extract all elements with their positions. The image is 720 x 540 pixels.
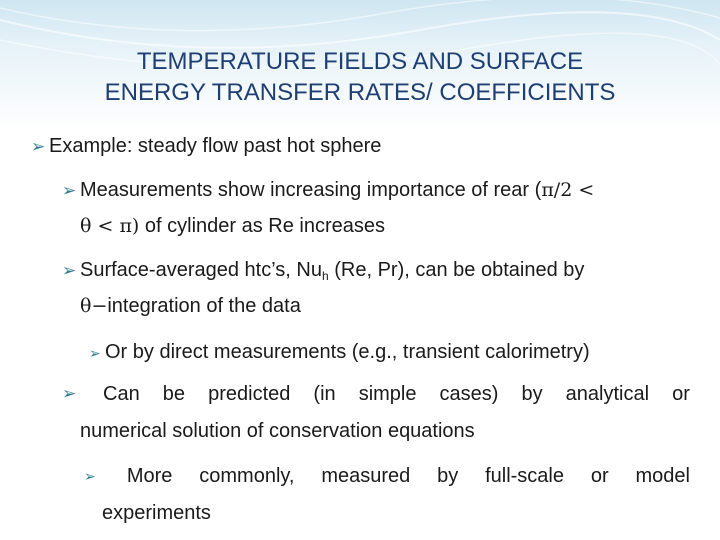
arrow-bullet-icon: ➢: [84, 468, 96, 484]
bullet-text: (Re, Pr), can be obtained by: [328, 259, 585, 281]
bullet-text: of cylinder as Re increases: [139, 215, 386, 237]
word: cases): [439, 383, 499, 405]
word: or: [672, 383, 690, 405]
bullet-text: experiments: [102, 502, 211, 524]
bullet-text: Example: steady flow past hot sphere: [49, 135, 382, 157]
bullet-example: ➢ Example: steady flow past hot sphere: [31, 128, 381, 165]
word: predicted: [208, 383, 291, 405]
justified-line: ➢ More commonly, measured by full-scale …: [84, 458, 690, 494]
word: model: [635, 465, 690, 487]
bullet-predicted: ➢ Can be predicted (in simple cases) by …: [62, 376, 690, 412]
bullet-measurements: ➢ Measurements show increasing importance…: [62, 172, 594, 209]
word: More: [126, 465, 173, 487]
bullet-text: Measurements show increasing importance …: [80, 179, 542, 201]
word: be: [162, 383, 186, 405]
word: by: [521, 383, 543, 405]
header-background: [0, 0, 720, 130]
word: analytical: [565, 383, 650, 405]
bullet-more-commonly-cont: experiments: [102, 495, 211, 531]
bullet-surface-averaged: ➢ Surface-averaged htc’s, Nuh (Re, Pr), c…: [62, 252, 584, 294]
bullet-text: Or by direct measurements (e.g., transie…: [105, 341, 590, 363]
math-expression: π/2 <: [541, 179, 595, 201]
bullet-predicted-cont: numerical solution of conservation equat…: [80, 413, 475, 449]
title-line-1: TEMPERATURE FIELDS AND SURFACE: [136, 48, 584, 75]
math-expression: θ < π): [80, 215, 140, 237]
bullet-measurements-cont: θ < π) of cylinder as Re increases: [80, 208, 385, 244]
bullet-text: integration of the data: [107, 295, 301, 317]
word: (in: [313, 383, 336, 405]
word: or: [590, 465, 609, 487]
word: by: [437, 465, 459, 487]
word: simple: [358, 383, 417, 405]
subscript: h: [321, 269, 329, 283]
slide-title: TEMPERATURE FIELDS AND SURFACE ENERGY TR…: [0, 46, 720, 108]
bullet-text: numerical solution of conservation equat…: [80, 420, 475, 442]
word: commonly,: [199, 465, 295, 487]
word: Can: [103, 383, 140, 405]
word: full-scale: [485, 465, 564, 487]
justified-line: ➢ Can be predicted (in simple cases) by …: [62, 376, 690, 412]
word: measured: [321, 465, 411, 487]
bullet-direct-measurements: ➢ Or by direct measurements (e.g., transi…: [89, 334, 590, 371]
header-swoosh: [0, 0, 720, 69]
bullet-text: Surface-averaged htc’s, Nu: [80, 259, 322, 281]
arrow-bullet-icon: ➢: [31, 137, 46, 156]
arrow-bullet-icon: ➢: [62, 384, 77, 403]
arrow-bullet-icon: ➢: [89, 345, 101, 361]
title-line-2: ENERGY TRANSFER RATES/ COEFFICIENTS: [104, 79, 616, 106]
math-expression: θ−: [80, 295, 108, 317]
bullet-surface-averaged-cont: θ−integration of the data: [80, 288, 301, 324]
bullet-more-commonly: ➢ More commonly, measured by full-scale …: [84, 458, 690, 494]
arrow-bullet-icon: ➢: [62, 261, 77, 280]
arrow-bullet-icon: ➢: [62, 181, 77, 200]
